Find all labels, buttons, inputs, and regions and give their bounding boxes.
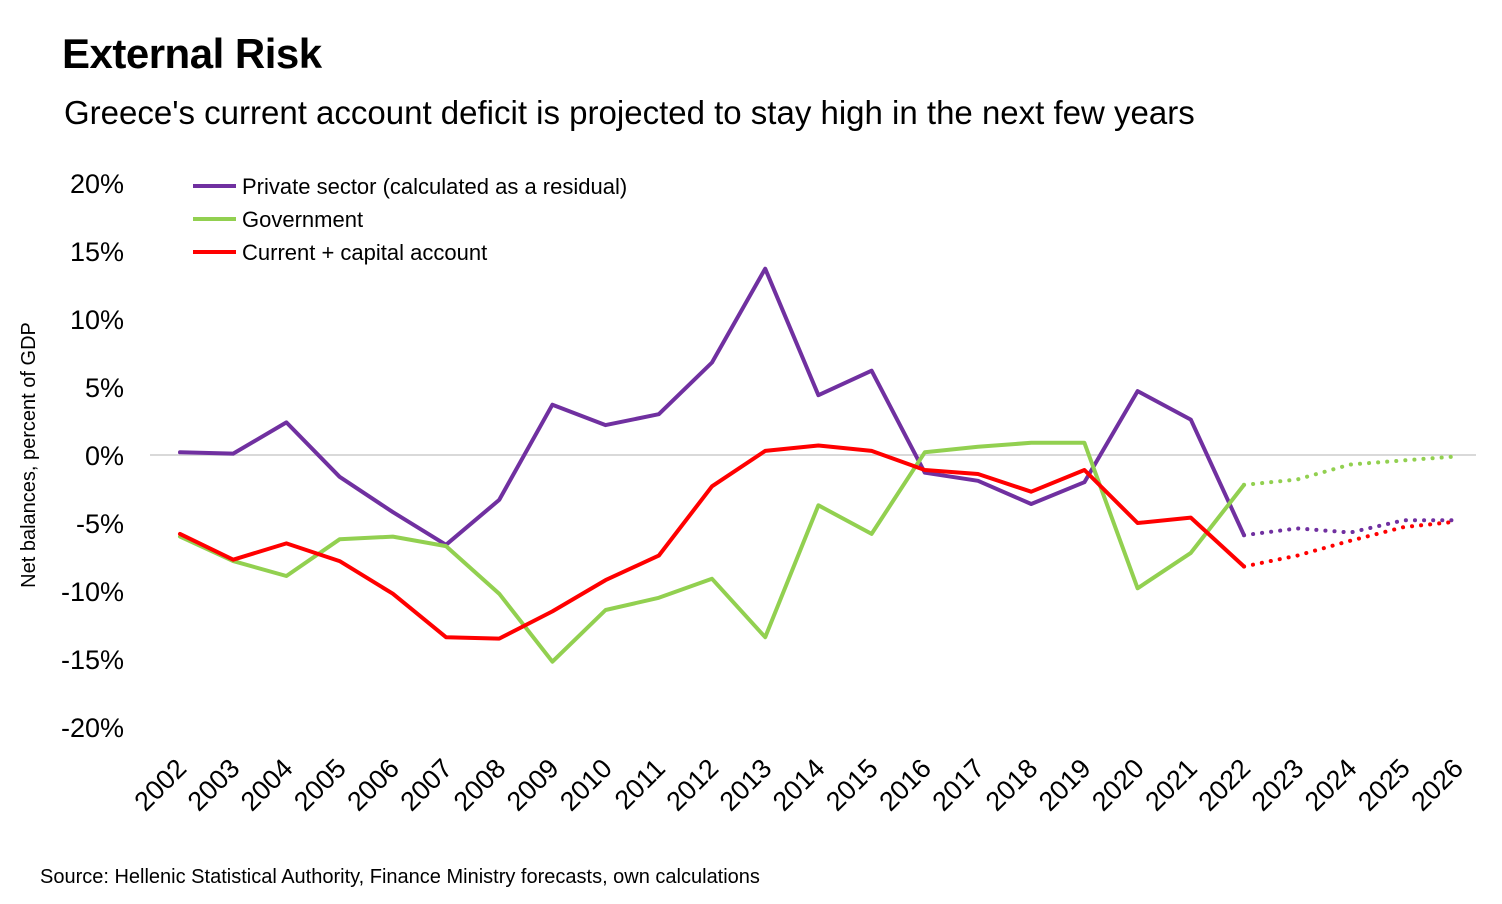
x-tick-label: 2012 bbox=[661, 753, 725, 817]
y-tick-label: 15% bbox=[70, 237, 124, 267]
line-chart: Net balances, percent of GDP 20% 15% 10% 5%… bbox=[18, 169, 1476, 817]
source-note: Source: Hellenic Statistical Authority, … bbox=[40, 866, 760, 888]
x-tick-label: 2021 bbox=[1139, 753, 1203, 817]
x-tick-label: 2006 bbox=[341, 753, 405, 817]
x-tick-label: 2026 bbox=[1405, 753, 1469, 817]
chart-title: External Risk bbox=[62, 30, 322, 77]
y-tick-label: -5% bbox=[76, 509, 124, 539]
y-axis-title: Net balances, percent of GDP bbox=[18, 322, 40, 588]
x-tick-label: 2010 bbox=[554, 753, 618, 817]
government-line bbox=[178, 440, 1246, 664]
y-tick-label: -20% bbox=[61, 713, 124, 743]
y-tick-label: -15% bbox=[61, 645, 124, 675]
x-tick-label: 2005 bbox=[288, 753, 352, 817]
x-tick-label: 2014 bbox=[767, 753, 831, 817]
private-sector-forecast-line bbox=[1242, 518, 1459, 538]
x-tick-label: 2015 bbox=[820, 753, 884, 817]
x-tick-label: 2025 bbox=[1352, 753, 1416, 817]
current-capital-account-legend-label: Current + capital account bbox=[242, 240, 487, 265]
y-tick-label: 10% bbox=[70, 305, 124, 335]
government-legend-label: Government bbox=[242, 207, 363, 232]
current-capital-account-forecast-line bbox=[1242, 519, 1459, 569]
x-tick-label: 2018 bbox=[980, 753, 1044, 817]
y-tick-label: 0% bbox=[85, 441, 124, 471]
private-sector-line bbox=[178, 266, 1246, 547]
current-capital-account-line bbox=[178, 443, 1246, 641]
x-tick-label: 2024 bbox=[1299, 753, 1363, 817]
x-tick-label: 2017 bbox=[927, 753, 991, 817]
y-tick-label: -10% bbox=[61, 577, 124, 607]
x-tick-label: 2011 bbox=[609, 753, 671, 815]
x-tick-label: 2023 bbox=[1246, 753, 1310, 817]
chart-subtitle: Greece's current account deficit is proj… bbox=[64, 94, 1195, 131]
x-tick-label: 2003 bbox=[182, 753, 246, 817]
private-sector-legend-label: Private sector (calculated as a residual… bbox=[242, 174, 627, 199]
x-tick-label: 2007 bbox=[395, 753, 459, 817]
x-tick-label: 2022 bbox=[1193, 753, 1257, 817]
x-tick-label: 2013 bbox=[714, 753, 778, 817]
x-tick-label: 2020 bbox=[1086, 753, 1150, 817]
x-tick-label: 2019 bbox=[1033, 753, 1097, 817]
y-tick-label: 5% bbox=[85, 373, 124, 403]
government-forecast-line bbox=[1242, 454, 1459, 487]
x-tick-label: 2008 bbox=[448, 753, 512, 817]
x-tick-label: 2016 bbox=[873, 753, 937, 817]
x-tick-label: 2002 bbox=[129, 753, 193, 817]
x-tick-label: 2004 bbox=[235, 753, 299, 817]
y-tick-label: 20% bbox=[70, 169, 124, 199]
x-tick-label: 2009 bbox=[501, 753, 565, 817]
